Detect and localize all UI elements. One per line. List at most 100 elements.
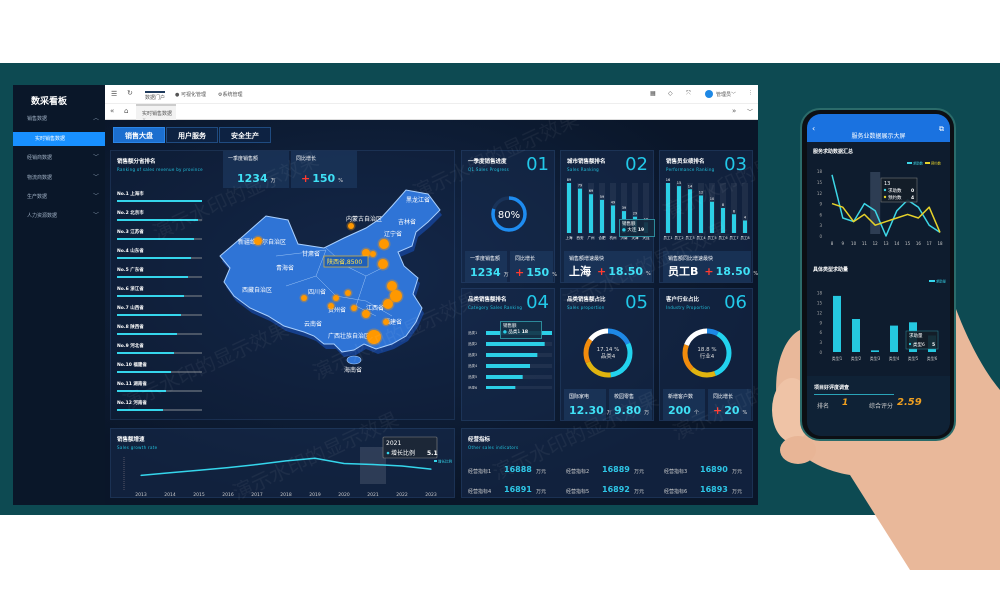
- scroll-right-icon[interactable]: »: [732, 107, 737, 115]
- bar-value: 39: [622, 206, 626, 210]
- bar: [486, 342, 545, 346]
- user-name: 管理员: [716, 92, 732, 98]
- rank-label: 排名: [817, 403, 830, 410]
- y-tick-label: 0: [819, 350, 822, 355]
- card-label: 一季度销售额: [470, 256, 501, 262]
- tab-sales-overview[interactable]: 销售大盘: [113, 127, 165, 143]
- bar: [486, 353, 538, 357]
- sidebar-item-hr-data[interactable]: 人力资源数据 ﹀: [13, 209, 105, 223]
- tab-user-service[interactable]: 用户服务: [166, 127, 218, 143]
- province-label: 海南省: [344, 366, 362, 374]
- bar: [833, 295, 841, 352]
- map-dot: [367, 330, 381, 344]
- legend-swatch: [434, 460, 437, 462]
- donut-segment: [583, 328, 633, 378]
- bar: [732, 214, 736, 233]
- tooltip-marker: [883, 195, 887, 199]
- ranking-bar: [117, 295, 185, 297]
- more-icon[interactable]: ⋮: [748, 90, 753, 96]
- panel-subtitle: Q1 Sales Progress: [468, 167, 510, 172]
- layout-icon[interactable]: ▦: [650, 90, 656, 97]
- card-label: 一季度销售额: [228, 156, 259, 162]
- bar: [721, 208, 725, 233]
- sidebar-item-dealer-data[interactable]: 经销商数据 ﹀: [13, 151, 105, 165]
- province-label: 贵州省: [328, 306, 346, 314]
- bar: [677, 186, 681, 233]
- ranking-item: No.2 北京市: [117, 210, 207, 228]
- growth-point: [227, 467, 229, 469]
- donut-chart[interactable]: 18.8 %行业4: [660, 289, 754, 389]
- tag-icon[interactable]: ◇: [668, 90, 673, 97]
- donut-segment: [682, 328, 732, 378]
- donut-center-value: 18.8 %: [697, 347, 716, 353]
- map-dot: [362, 249, 370, 257]
- tab-safety-production[interactable]: 安全生产: [219, 127, 271, 143]
- growth-point: [256, 463, 258, 466]
- tooltip-marker: [883, 188, 887, 192]
- tab-realtime-sales[interactable]: 实时销售数据 ×: [136, 104, 176, 123]
- ranking-item: No.7 山西省: [117, 305, 207, 323]
- bar-label: 西安: [577, 235, 585, 240]
- menu-fold-icon[interactable]: ☰: [111, 90, 118, 98]
- bar: [852, 319, 860, 352]
- sidebar-item-realtime-sales[interactable]: 实时销售数据: [13, 132, 105, 146]
- card-value: 150: [526, 266, 550, 279]
- y-tick-label: 3: [819, 340, 822, 345]
- growth-line-chart[interactable]: 2013 2014 2015 2016 2017 2018 2019 2020 2021 2022…: [111, 429, 456, 499]
- bar-label: 类型3: [870, 355, 881, 361]
- avatar-icon[interactable]: [705, 90, 713, 98]
- bar-label: 广州: [588, 235, 596, 240]
- bar-value: 29: [633, 212, 637, 216]
- copy-icon[interactable]: ⧉: [939, 125, 944, 133]
- card-value: 9.80: [614, 404, 642, 417]
- indicator-value: 16891: [504, 485, 532, 494]
- stat-card: 国际家电 12.30万: [564, 389, 612, 420]
- progress-ring[interactable]: 80%: [462, 151, 556, 251]
- bar-tooltip: 销售额 ● 品类1 18: [500, 321, 542, 339]
- panel-title: 销售员业绩排名: [666, 159, 705, 165]
- top-menu-visual-management[interactable]: ● 可视化管理: [175, 92, 206, 98]
- tooltip-value: 5: [932, 342, 935, 348]
- ranking-item: No.4 山东省: [117, 248, 207, 266]
- ranking-label: No.8 陕西省: [117, 325, 144, 330]
- card-value: 1234: [470, 266, 501, 279]
- tooltip-value: 18: [521, 330, 528, 335]
- refresh-icon[interactable]: ↻: [127, 89, 133, 97]
- province-label: 青海省: [276, 264, 294, 272]
- scroll-left-icon[interactable]: «: [110, 107, 115, 115]
- bar-label: 员工8: [740, 236, 749, 240]
- growth-point: [140, 474, 142, 476]
- panel-performance-ranking: 销售员业绩排名 Performance Ranking 03 16 员工1 15 员工2…: [659, 150, 758, 283]
- card-value: 200: [668, 404, 691, 417]
- horizontal-bar-chart[interactable]: 品类1品类2品类3品类4品类5品类6品类7品类8: [462, 289, 556, 389]
- bar-label: 品类1: [468, 330, 477, 335]
- map-dot: [328, 303, 334, 309]
- bar-label: 大连: [643, 235, 651, 240]
- user-menu[interactable]: 管理员﹀: [716, 92, 737, 98]
- fullscreen-icon[interactable]: ⤧: [686, 90, 691, 97]
- home-icon[interactable]: ⌂: [124, 107, 129, 115]
- top-menu-data-portal[interactable]: 数据门户: [145, 91, 166, 101]
- kpi-sales-card: 一季度销售额 1234 万: [223, 151, 289, 188]
- bar-label: 天津: [632, 235, 640, 240]
- sidebar-item-logistics-data[interactable]: 物流商数据 ﹀: [13, 171, 105, 185]
- ranking-label: No.3 江苏省: [117, 230, 144, 235]
- sidebar-item-production-data[interactable]: 生产数据 ﹀: [13, 190, 105, 204]
- card-label: 新增客户数: [668, 394, 694, 400]
- top-menu-system-management[interactable]: ⚙系统管理: [218, 92, 243, 98]
- back-icon[interactable]: ‹: [812, 124, 816, 133]
- ranking-label: No.10 福建省: [117, 363, 147, 368]
- growth-point: [372, 463, 374, 466]
- phone-screen: ‹ 服务业数据展示大屏 ⧉ 服务求助数据汇总 0 3 6 9 12 15 18 8 9 10 11 1…: [807, 114, 950, 436]
- bar-chart[interactable]: 16 员工1 15 员工2 14 员工3 12 员工4 10 员工5 8 员工6 6 员工7 4 员工8: [660, 151, 754, 251]
- bar-label: 合肥: [599, 235, 607, 240]
- donut-chart[interactable]: 17.14 %品类4: [561, 289, 655, 389]
- bar: [611, 205, 615, 233]
- map-dot: [383, 319, 389, 325]
- sidebar-item-sales-data[interactable]: 销售数据 ︿: [13, 112, 105, 126]
- card-unit: %: [338, 178, 343, 184]
- chevron-down-icon[interactable]: ﹀: [747, 109, 754, 116]
